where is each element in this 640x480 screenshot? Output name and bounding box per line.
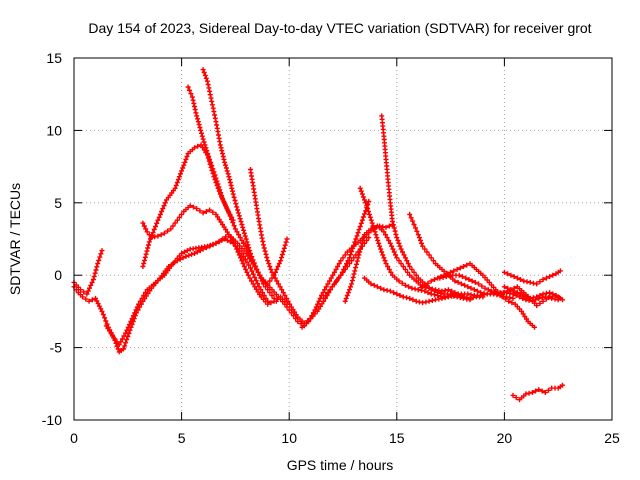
- series-markers: [200, 67, 279, 304]
- y-axis-label: SDTVAR / TECUs: [7, 183, 23, 295]
- x-tick-label: 0: [70, 430, 78, 446]
- series-arc-g: [200, 67, 279, 304]
- series-arc-r: [501, 268, 563, 287]
- axis-ticks: [73, 57, 613, 421]
- series-arc-q: [437, 272, 563, 309]
- x-tick-label: 20: [497, 430, 513, 446]
- series-arc-i: [299, 222, 395, 330]
- chart-title: Day 154 of 2023, Sidereal Day-to-day VTE…: [88, 20, 591, 36]
- series-markers: [103, 236, 271, 348]
- series-markers: [342, 223, 464, 304]
- series-markers: [501, 268, 563, 287]
- series-markers: [379, 113, 486, 301]
- data-series: [71, 67, 565, 403]
- tick-labels: 0 5 10 15 20 25 -10 -5 0 5 10 15: [42, 50, 620, 446]
- series-markers: [299, 222, 395, 330]
- series-arc-t: [510, 382, 565, 403]
- series-arc-f: [185, 84, 290, 287]
- series-markers: [510, 382, 565, 403]
- series-arc-k: [342, 223, 464, 304]
- x-tick-label: 25: [604, 430, 620, 446]
- y-tick-label: -5: [50, 340, 63, 356]
- y-tick-label: 5: [54, 195, 62, 211]
- series-arc-c: [103, 236, 271, 348]
- x-axis-label: GPS time / hours: [287, 457, 394, 473]
- series-arc-s: [501, 284, 565, 303]
- plot-frame: [73, 57, 613, 421]
- x-tick-label: 15: [389, 430, 405, 446]
- y-tick-label: -10: [42, 412, 62, 428]
- series-markers: [140, 203, 290, 307]
- series-arc-m: [379, 113, 486, 301]
- y-tick-label: 0: [54, 267, 62, 283]
- y-tick-label: 10: [46, 122, 62, 138]
- series-markers: [437, 272, 563, 309]
- x-tick-label: 5: [178, 430, 186, 446]
- series-markers: [185, 84, 290, 287]
- x-tick-label: 10: [281, 430, 297, 446]
- y-tick-label: 15: [46, 50, 62, 66]
- series-markers: [501, 284, 565, 303]
- series-arc-e: [140, 203, 290, 307]
